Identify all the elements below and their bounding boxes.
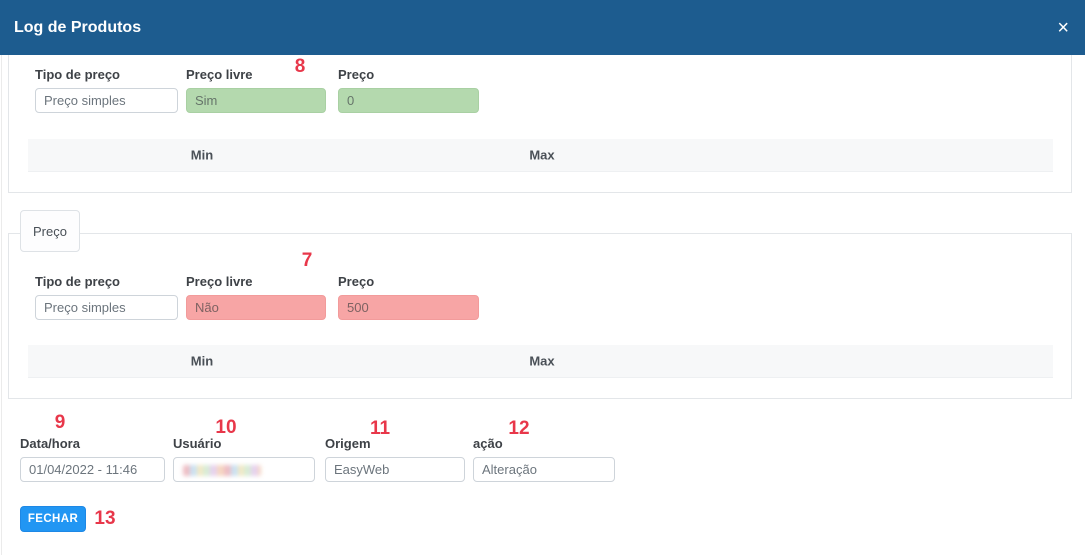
tipo-de-preco-label: Tipo de preço (35, 274, 120, 289)
preco-label: Preço (338, 274, 375, 289)
annotation-10: 10 (215, 417, 237, 438)
modal-header: Log de Produtos × (0, 0, 1085, 55)
field-preco-livre: Preço livre (186, 274, 326, 320)
preco-label: Preço (338, 67, 375, 82)
max-column-header: Max (529, 147, 555, 163)
annotation-9: 9 (54, 412, 66, 433)
field-data-hora: Data/hora (20, 436, 165, 482)
tipo-de-preco-label: Tipo de preço (35, 67, 120, 82)
annotation-8: 8 (294, 56, 306, 77)
tipo-de-preco-input[interactable] (35, 88, 178, 113)
acao-label: ação (473, 436, 503, 451)
origem-label: Origem (325, 436, 371, 451)
annotation-13: 13 (94, 508, 116, 529)
origem-input[interactable] (325, 457, 465, 482)
tipo-de-preco-input[interactable] (35, 295, 178, 320)
redacted-username-text (183, 465, 261, 476)
field-preco: Preço (338, 67, 479, 113)
preco-input[interactable] (338, 295, 479, 320)
modal-title: Log de Produtos (14, 18, 142, 36)
acao-input[interactable] (473, 457, 615, 482)
price-log-panel-new: Tipo de preço Preço livre Preço Min Max (8, 55, 1072, 193)
min-max-table-header: Min Max (28, 139, 1053, 172)
min-max-table-header: Min Max (28, 345, 1053, 378)
field-origem: Origem (325, 436, 465, 482)
min-column-header: Min (190, 147, 214, 163)
price-log-panel-old: Tipo de preço Preço livre Preço Min Max (8, 233, 1072, 399)
preco-input[interactable] (338, 88, 479, 113)
max-column-header: Max (529, 353, 555, 369)
annotation-12: 12 (508, 418, 530, 439)
annotation-11: 11 (369, 418, 391, 439)
preco-livre-label: Preço livre (186, 67, 253, 82)
field-acao: ação (473, 436, 615, 482)
preco-livre-input[interactable] (186, 88, 326, 113)
usuario-label: Usuário (173, 436, 222, 451)
field-preco: Preço (338, 274, 479, 320)
min-column-header: Min (190, 353, 214, 369)
preco-livre-label: Preço livre (186, 274, 253, 289)
field-usuario: Usuário (173, 436, 315, 482)
usuario-input[interactable] (173, 457, 315, 482)
annotation-7: 7 (301, 250, 313, 271)
tab-preco[interactable]: Preço (20, 210, 80, 252)
data-hora-input[interactable] (20, 457, 165, 482)
fechar-button[interactable]: FECHAR (20, 506, 86, 532)
field-tipo-de-preco: Tipo de preço (35, 67, 178, 113)
preco-livre-input[interactable] (186, 295, 326, 320)
field-preco-livre: Preço livre (186, 67, 326, 113)
page-edge-divider (1, 55, 2, 555)
close-icon[interactable]: × (1057, 16, 1069, 39)
field-tipo-de-preco: Tipo de preço (35, 274, 178, 320)
data-hora-label: Data/hora (20, 436, 80, 451)
